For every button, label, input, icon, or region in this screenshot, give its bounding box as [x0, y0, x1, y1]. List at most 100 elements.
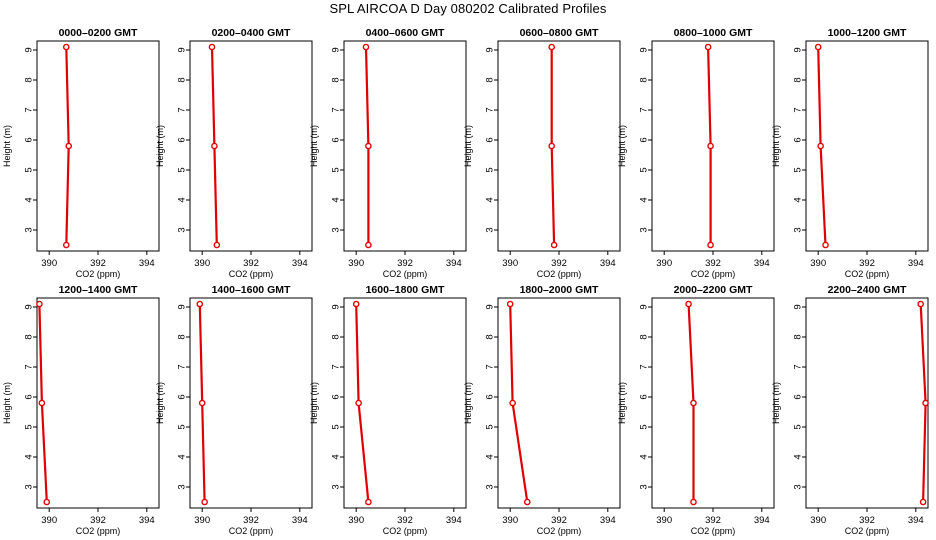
- y-axis-label: Height (m): [2, 382, 12, 424]
- x-tick-label: 390: [194, 258, 210, 269]
- y-tick-label: 9: [485, 47, 496, 52]
- profile-panel: 0400–0600 GMT 390 392 394 3 4 5 6 7 8 9 CO2 (ppm) He…: [309, 27, 467, 279]
- data-point: [65, 142, 73, 150]
- x-axis-label: CO2 (ppm): [845, 526, 890, 536]
- plot-frame: [189, 297, 313, 509]
- y-tick-label: 4: [177, 454, 188, 459]
- y-tick-label: 3: [793, 484, 804, 489]
- y-tick-label: 9: [485, 304, 496, 309]
- plot-frame: [36, 297, 160, 509]
- y-tick-label: 7: [177, 107, 188, 112]
- data-point: [198, 399, 206, 407]
- x-tick-label: 394: [292, 515, 308, 526]
- plot-frame: [651, 297, 775, 509]
- data-point: [817, 142, 824, 150]
- y-axis-label: Height (m): [155, 382, 165, 424]
- panel-title: 0200–0400 GMT: [212, 27, 291, 39]
- y-tick-label: 7: [793, 364, 804, 369]
- panel-title: 0800–1000 GMT: [674, 27, 753, 39]
- y-tick-label: 8: [793, 334, 804, 339]
- plot-frame: [497, 297, 621, 509]
- y-tick-label: 8: [639, 334, 650, 339]
- profile-panel: 2200–2400 GMT 390 392 394 3 4 5 6 7 8 9 CO2 (ppm) He…: [771, 284, 929, 536]
- y-tick-label: 9: [24, 47, 35, 52]
- y-tick-label: 5: [331, 424, 342, 429]
- x-axis-label: CO2 (ppm): [76, 269, 121, 279]
- x-axis-label: CO2 (ppm): [383, 269, 428, 279]
- y-tick-label: 9: [639, 47, 650, 52]
- data-point: [917, 300, 924, 308]
- y-tick-label: 7: [24, 107, 35, 112]
- data-point: [43, 498, 51, 506]
- x-tick-label: 394: [446, 515, 462, 526]
- y-tick-label: 5: [793, 167, 804, 172]
- y-axis-label: Height (m): [309, 382, 319, 424]
- y-tick-label: 7: [331, 364, 342, 369]
- profile-panel: 0600–0800 GMT 390 392 394 3 4 5 6 7 8 9 CO2 (ppm) He…: [463, 27, 621, 279]
- panel-title: 2200–2400 GMT: [828, 284, 907, 296]
- y-tick-label: 6: [793, 394, 804, 399]
- data-point: [822, 241, 829, 249]
- data-point: [362, 43, 370, 51]
- data-point: [922, 399, 929, 407]
- y-tick-label: 4: [485, 197, 496, 202]
- y-tick-label: 7: [485, 107, 496, 112]
- y-axis-label: Height (m): [617, 382, 627, 424]
- x-tick-label: 392: [551, 258, 567, 269]
- y-axis-label: Height (m): [771, 125, 781, 167]
- y-tick-label: 4: [639, 197, 650, 202]
- data-point: [201, 498, 208, 506]
- y-tick-label: 5: [639, 424, 650, 429]
- plot-frame: [36, 40, 160, 252]
- y-axis-label: Height (m): [463, 125, 473, 167]
- y-tick-label: 9: [331, 47, 342, 52]
- x-tick-label: 392: [705, 258, 721, 269]
- y-tick-label: 7: [177, 364, 188, 369]
- data-point: [213, 241, 221, 249]
- plot-frame: [497, 40, 621, 252]
- y-tick-label: 3: [485, 484, 496, 489]
- y-tick-label: 6: [331, 137, 342, 142]
- profile-panel: 2000–2200 GMT 390 392 394 3 4 5 6 7 8 9 CO2 (ppm) He…: [617, 284, 775, 536]
- y-tick-label: 8: [639, 77, 650, 82]
- data-point: [704, 43, 712, 51]
- y-tick-label: 7: [485, 364, 496, 369]
- y-tick-label: 8: [331, 334, 342, 339]
- profile-panel: 0800–1000 GMT 390 392 394 3 4 5 6 7 8 9 CO2 (ppm) He…: [617, 27, 775, 279]
- x-tick-label: 394: [446, 258, 462, 269]
- y-tick-label: 3: [24, 484, 35, 489]
- panel-title: 1000–1200 GMT: [828, 27, 907, 39]
- profile-panel: 0000–0200 GMT 390 392 394 3 4 5 6 7 8 9 CO2 (ppm) He…: [2, 27, 160, 279]
- x-tick-label: 390: [810, 515, 826, 526]
- data-point: [919, 498, 927, 506]
- panel-title: 0400–0600 GMT: [366, 27, 445, 39]
- data-point: [211, 142, 218, 150]
- x-axis-label: CO2 (ppm): [691, 526, 736, 536]
- y-tick-label: 4: [793, 454, 804, 459]
- x-axis-label: CO2 (ppm): [845, 269, 890, 279]
- data-point: [707, 241, 714, 249]
- x-tick-label: 392: [859, 515, 875, 526]
- x-axis-label: CO2 (ppm): [229, 526, 274, 536]
- data-point: [62, 241, 70, 249]
- y-tick-label: 8: [485, 77, 496, 82]
- x-tick-label: 392: [90, 515, 106, 526]
- y-tick-label: 5: [793, 424, 804, 429]
- profile-panel: 1600–1800 GMT 390 392 394 3 4 5 6 7 8 9 CO2 (ppm) He…: [309, 284, 467, 536]
- y-tick-label: 6: [24, 137, 35, 142]
- x-tick-label: 390: [656, 515, 672, 526]
- y-tick-label: 6: [639, 137, 650, 142]
- data-point: [550, 241, 558, 249]
- data-point: [208, 43, 216, 51]
- y-tick-label: 4: [24, 197, 35, 202]
- y-tick-label: 3: [177, 227, 188, 232]
- profile-panel: 1800–2000 GMT 390 392 394 3 4 5 6 7 8 9 CO2 (ppm) He…: [463, 284, 621, 536]
- x-axis-label: CO2 (ppm): [691, 269, 736, 279]
- y-tick-label: 8: [24, 334, 35, 339]
- y-tick-label: 6: [793, 137, 804, 142]
- x-tick-label: 390: [502, 515, 518, 526]
- x-tick-label: 390: [810, 258, 826, 269]
- x-tick-label: 392: [397, 258, 413, 269]
- y-tick-label: 9: [177, 47, 188, 52]
